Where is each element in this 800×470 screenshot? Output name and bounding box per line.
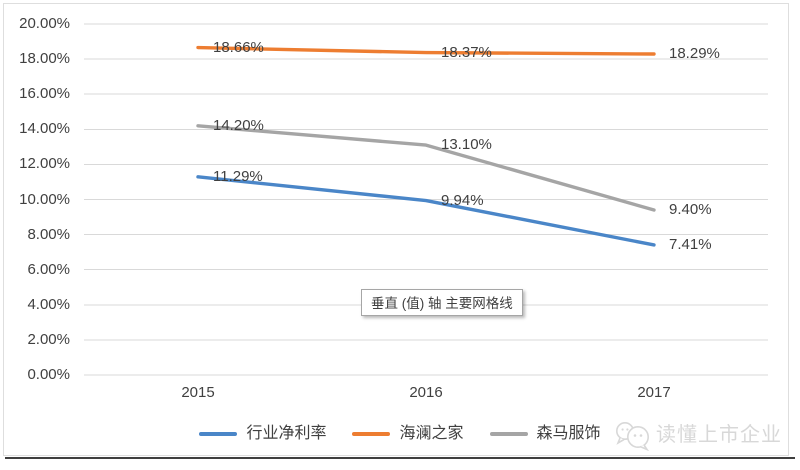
y-axis-tick-label: 2.00%	[27, 330, 70, 348]
data-label: 18.29%	[669, 45, 720, 62]
series-line	[196, 45, 656, 56]
x-axis-tick-label: 2016	[409, 384, 443, 401]
y-axis-tick-label: 18.00%	[19, 50, 70, 68]
wechat-logo-icon	[616, 422, 649, 451]
legend-label: 行业净利率	[246, 425, 327, 442]
data-label: 9.94%	[441, 191, 484, 209]
series-line	[196, 175, 656, 247]
gridlines-tooltip-text: 垂直 (值) 轴 主要网格线	[371, 296, 513, 311]
data-label: 18.66%	[213, 38, 264, 56]
legend-item: 行业净利率	[199, 424, 326, 444]
legend-item: 森马服饰	[489, 424, 601, 444]
legend-line-marker	[199, 432, 238, 436]
data-label: 11.29%	[213, 167, 263, 185]
y-axis-tick-label: 12.00%	[19, 155, 70, 173]
y-axis-tick-label: 6.00%	[27, 260, 70, 278]
y-axis-tick-label: 20.00%	[19, 15, 70, 32]
series-line	[196, 124, 656, 212]
y-axis-tick-label: 4.00%	[27, 295, 70, 313]
legend-label: 海澜之家	[399, 425, 464, 442]
chart-legend: 行业净利率 海澜之家 森马服饰	[0, 423, 800, 445]
x-axis-tick-label: 2017	[637, 384, 671, 401]
x-axis-tick-label: 2015	[181, 384, 215, 401]
y-axis-tick-label: 0.00%	[27, 366, 70, 383]
y-axis-tick-label: 14.00%	[19, 120, 70, 138]
y-axis-tick-label: 16.00%	[19, 85, 70, 103]
gridlines-tooltip: 垂直 (值) 轴 主要网格线	[361, 289, 523, 316]
legend-line-marker	[489, 432, 528, 436]
data-label: 13.10%	[441, 136, 492, 154]
data-label: 9.40%	[669, 201, 712, 219]
legend-label: 森马服饰	[536, 425, 601, 442]
y-axis-tick-label: 10.00%	[19, 190, 70, 208]
data-label: 18.37%	[441, 43, 492, 61]
legend-line-marker	[352, 432, 391, 436]
watermark-text: 读懂上市企业	[656, 424, 782, 446]
watermark: 读懂上市企业	[613, 419, 782, 451]
y-axis-tick-label: 8.00%	[27, 225, 70, 243]
data-label: 7.41%	[669, 235, 712, 253]
data-label: 14.20%	[213, 116, 264, 134]
legend-item: 海澜之家	[352, 424, 464, 444]
bottom-divider	[5, 457, 795, 459]
